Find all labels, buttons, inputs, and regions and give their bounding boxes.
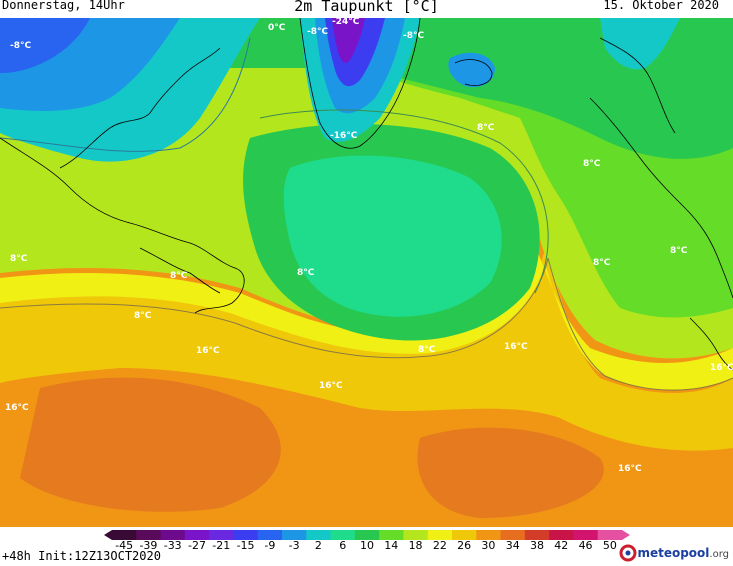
orange-region bbox=[20, 377, 281, 512]
colorbar-swatch bbox=[257, 530, 283, 540]
colorbar-tick-label: 34 bbox=[505, 539, 520, 552]
colorbar-swatch bbox=[379, 530, 404, 540]
colorbar-swatch bbox=[330, 530, 356, 540]
contour-label: 8°C bbox=[583, 159, 601, 169]
contour-label: -24°C bbox=[332, 18, 360, 27]
contour-label: 16°C bbox=[618, 464, 642, 474]
colorbar-swatch bbox=[160, 530, 186, 540]
contour-label: -8°C bbox=[10, 41, 31, 51]
colorbar-swatch bbox=[112, 530, 137, 540]
greenland-purple bbox=[332, 18, 365, 63]
contour-label: 8°C bbox=[10, 254, 28, 264]
yellow-band bbox=[0, 233, 733, 390]
deep-blue-region bbox=[0, 18, 90, 73]
colorbar-swatch bbox=[452, 530, 477, 540]
colorbar-swatch bbox=[403, 530, 429, 540]
contour-label: 8°C bbox=[477, 123, 495, 133]
colorbar-tick-label: 6 bbox=[339, 539, 347, 552]
map-title: 2m Taupunkt [°C] bbox=[294, 0, 439, 15]
colorbar-swatch bbox=[427, 530, 453, 540]
colorbar-arrow-left bbox=[104, 530, 112, 540]
colorbar-swatch bbox=[476, 530, 502, 540]
colorbar-tick-label: -33 bbox=[163, 539, 182, 552]
scandinavia-cyan bbox=[600, 18, 680, 70]
colorbar-swatch bbox=[184, 530, 210, 540]
contour-label: -16°C bbox=[330, 131, 358, 141]
map-header: Donnerstag, 14Uhr 2m Taupunkt [°C] 15. O… bbox=[0, 0, 733, 18]
colorbar-swatch bbox=[500, 530, 526, 540]
colorbar-swatch bbox=[282, 530, 307, 540]
colorbar-swatch bbox=[573, 530, 599, 540]
contour-line bbox=[0, 37, 251, 152]
colorbar-swatch bbox=[209, 530, 234, 540]
colorbar-tick-label: -45 bbox=[115, 539, 134, 552]
colorbar-swatch bbox=[549, 530, 574, 540]
colorbar-tick-label: 42 bbox=[554, 539, 569, 552]
contour-label: 16°C bbox=[319, 381, 343, 391]
contour-line bbox=[259, 109, 549, 294]
legend-footer: -45 -39 -33 -27 -21 -15 -9 -3 2 6 10 14 18 22 26 30 34 38… bbox=[0, 527, 733, 566]
colorbar-tick-label: -3 bbox=[288, 539, 300, 552]
coastlines bbox=[0, 18, 733, 371]
colorbar-tick-label: 10 bbox=[360, 539, 374, 552]
teal-green-region bbox=[283, 155, 502, 317]
contour-label: -8°C bbox=[403, 31, 424, 41]
dewpoint-map: -24°C -8°C -8°C -8°C -16°C 0°C 8°C 8°C 8… bbox=[0, 18, 733, 527]
contour-label: 16°C bbox=[5, 403, 29, 413]
logo-icon bbox=[619, 544, 637, 562]
colorbar-tick-label: 50 bbox=[602, 539, 617, 552]
contour-label: 0°C bbox=[268, 23, 286, 33]
contour-label: 8°C bbox=[418, 345, 436, 355]
map-canvas: -24°C -8°C -8°C -8°C -16°C 0°C 8°C 8°C 8… bbox=[0, 18, 733, 527]
colorbar-tick-label: 30 bbox=[481, 539, 496, 552]
contour-label: -8°C bbox=[307, 27, 328, 37]
contour-label: 8°C bbox=[593, 258, 611, 268]
colorbar-swatch bbox=[597, 530, 623, 540]
colorbar-tick-label: -21 bbox=[212, 539, 231, 552]
colorbar-tick-label: -15 bbox=[236, 539, 255, 552]
colorbar-swatch bbox=[306, 530, 332, 540]
weekday-time: Donnerstag, 14Uhr bbox=[2, 0, 125, 12]
logo-text: meteopool.org bbox=[637, 546, 729, 560]
colorbar-swatch bbox=[136, 530, 162, 540]
contour-label: 16°C bbox=[196, 346, 220, 356]
colorbar-tick-label: 38 bbox=[530, 539, 544, 552]
contour-label: 8°C bbox=[297, 268, 315, 278]
colorbar-tick-label: -27 bbox=[188, 539, 206, 552]
colorbar-tick-label: 2 bbox=[314, 539, 322, 552]
colorbar-tick-label: -39 bbox=[139, 539, 158, 552]
contour-labels: -24°C -8°C -8°C -8°C -16°C 0°C 8°C 8°C 8… bbox=[5, 18, 733, 474]
contour-label: 8°C bbox=[134, 311, 152, 321]
colorbar-tick-label: -9 bbox=[264, 539, 276, 552]
contour-line bbox=[547, 257, 733, 391]
colorbar-tick-label: 46 bbox=[578, 539, 593, 552]
contour-label: 16°C bbox=[504, 342, 528, 352]
colorbar bbox=[104, 530, 630, 540]
colorbar-tick-label: 14 bbox=[384, 539, 399, 552]
colorbar-arrow-right bbox=[622, 530, 630, 540]
meteopool-logo[interactable]: meteopool.org bbox=[619, 543, 729, 563]
contour-label: 8°C bbox=[170, 271, 188, 281]
colorbar-swatch bbox=[354, 530, 380, 540]
contour-label: 8°C bbox=[670, 246, 688, 256]
colorbar-tick-label: 22 bbox=[432, 539, 447, 552]
contour-label: 16°C bbox=[710, 363, 733, 373]
colorbar-tick-label: 18 bbox=[408, 539, 423, 552]
colorbar-tick-label: 26 bbox=[457, 539, 472, 552]
colorbar-swatch bbox=[233, 530, 259, 540]
colorbar-swatch bbox=[524, 530, 550, 540]
init-time: +48h Init:12Z13OCT2020 bbox=[2, 549, 161, 563]
contour-line bbox=[0, 257, 549, 359]
colorbar-ticks: -45 -39 -33 -27 -21 -15 -9 -3 2 6 10 14 18 22 26 30 34 38… bbox=[0, 539, 733, 553]
forecast-date: 15. Oktober 2020 bbox=[603, 0, 719, 12]
orange-region bbox=[417, 427, 604, 518]
